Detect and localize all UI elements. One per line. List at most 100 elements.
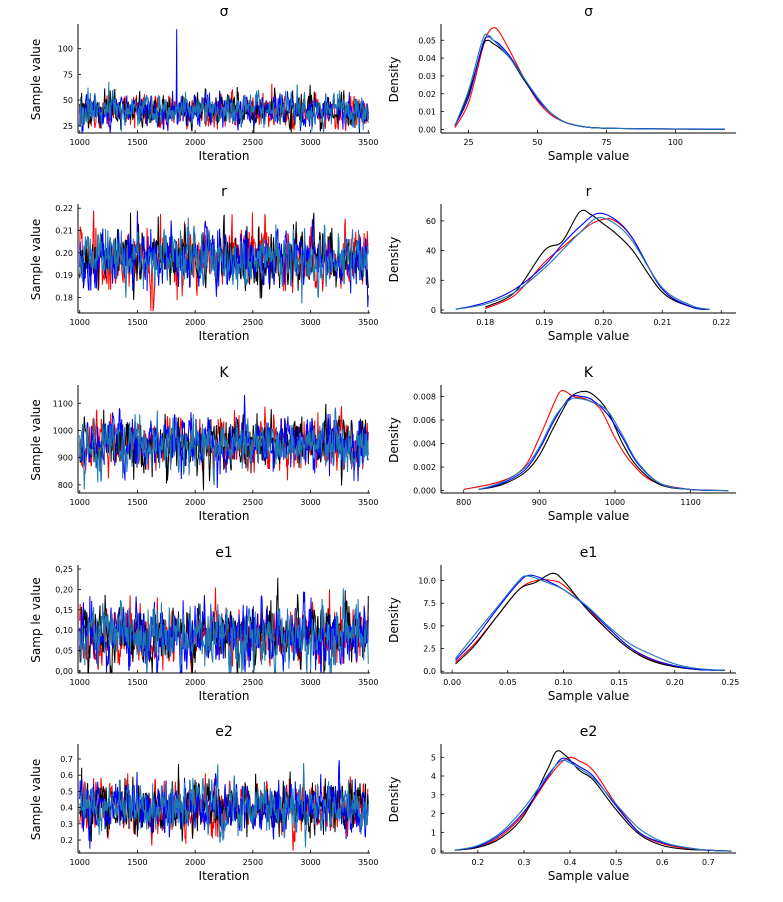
trace-K-title: K xyxy=(219,365,229,381)
trace-r-ytick-label: 0.22 xyxy=(55,204,73,213)
trace-K-ytick-label: 900 xyxy=(58,454,73,463)
trace-sigma-xtick-label: 3500 xyxy=(358,138,378,147)
density-r-xtick-label: 0.20 xyxy=(594,318,612,327)
trace-K-xtick-label: 3500 xyxy=(358,498,378,507)
density-r-xtick-label: 0.21 xyxy=(653,318,671,327)
trace-e2-series-3 xyxy=(79,762,369,848)
trace-r-xlabel: Iteration xyxy=(199,329,250,343)
density-r-xtick-label: 0.18 xyxy=(476,318,494,327)
trace-r-xtick-label: 2000 xyxy=(185,318,205,327)
density-e1-ytick-label: 7.5 xyxy=(423,599,436,608)
density-K-series-1 xyxy=(478,390,729,492)
trace-e2-ytick-label: 0.4 xyxy=(60,804,73,813)
density-e2-xtick-label: 0.5 xyxy=(610,858,623,867)
density-K-xtick-label: 1000 xyxy=(605,498,625,507)
density-r-xtick-label: 0.22 xyxy=(712,318,730,327)
density-K-ytick-label: 0.006 xyxy=(413,416,436,425)
density-r-series-3 xyxy=(455,217,710,310)
trace-e1-series-group xyxy=(79,577,369,673)
trace-r-ytick-label: 0.20 xyxy=(55,249,73,258)
trace-sigma-title: σ xyxy=(220,4,229,20)
trace-sigma-ytick-label: 100 xyxy=(58,45,73,54)
density-e1-xtick-label: 0.10 xyxy=(555,678,573,687)
trace-e1-xtick-label: 2500 xyxy=(243,678,263,687)
trace-e1-series-3 xyxy=(79,588,369,673)
density-e2-series-1 xyxy=(454,750,732,852)
trace-K-ylabel: Sample value xyxy=(29,399,43,481)
density-e2-xtick-label: 0.4 xyxy=(564,858,577,867)
trace-K-ytick-label: 1100 xyxy=(53,399,73,408)
density-sigma-xtick-label: 25 xyxy=(463,138,473,147)
density-K-ytick-label: 0.008 xyxy=(413,392,436,401)
trace-K-xtick-label: 2000 xyxy=(185,498,205,507)
trace-K-xtick-label: 1500 xyxy=(127,498,147,507)
trace-e2-xlabel: Iteration xyxy=(199,869,250,883)
density-e1-xtick-label: 0.05 xyxy=(499,678,517,687)
trace-e1-xtick-label: 2000 xyxy=(185,678,205,687)
density-r-ytick-label: 20 xyxy=(426,276,436,285)
trace-e2-xtick-label: 1000 xyxy=(70,858,90,867)
density-K-ytick-label: 0.004 xyxy=(413,440,436,449)
density-sigma-xtick-label: 100 xyxy=(668,138,683,147)
density-e1-ytick-label: 2.5 xyxy=(423,645,436,654)
density-r-series-1 xyxy=(485,209,710,310)
trace-e2-ylabel: Sample value xyxy=(29,759,43,841)
trace-e2-title: e2 xyxy=(215,724,233,740)
density-sigma-series-2 xyxy=(454,36,726,130)
density-e1-title: e1 xyxy=(580,545,598,561)
density-K-ytick-label: 0.000 xyxy=(413,487,436,496)
trace-r-ytick-label: 0.21 xyxy=(55,227,73,236)
density-e2-ytick-label: 0 xyxy=(431,847,436,856)
density-e2-ytick-label: 5 xyxy=(431,753,436,762)
trace-e1-xtick-label: 1500 xyxy=(127,678,147,687)
density-sigma-ylabel: Density xyxy=(387,57,401,103)
trace-sigma-xtick-label: 3000 xyxy=(300,138,320,147)
trace-r-xtick-label: 3500 xyxy=(358,318,378,327)
trace-e2-xtick-label: 1500 xyxy=(127,858,147,867)
trace-r-ytick-label: 0.18 xyxy=(55,293,73,302)
trace-K-panel: K 1000 1500 2000 2500 3000 3500 800 900 1000 1100 I… xyxy=(29,365,378,523)
density-r-ylabel: Density xyxy=(387,237,401,283)
trace-r-xtick-label: 1000 xyxy=(70,318,90,327)
trace-r-series-3 xyxy=(79,217,369,304)
density-e2-xlabel: Sample value xyxy=(548,869,630,883)
density-e2-title: e2 xyxy=(580,724,598,740)
trace-e2-series-group xyxy=(79,760,369,851)
trace-sigma-xtick-label: 1500 xyxy=(127,138,147,147)
density-e1-xtick-label: 0.00 xyxy=(443,678,461,687)
trace-e1-title: e1 xyxy=(215,545,233,561)
density-e2-xtick-label: 0.3 xyxy=(518,858,531,867)
trace-K-series-3 xyxy=(79,407,369,490)
trace-r-ylabel: Sample value xyxy=(29,219,43,301)
density-r-series-2 xyxy=(455,212,710,310)
trace-e1-ytick-label: 0,20 xyxy=(55,585,73,594)
density-e1-panel: e1 0.00 0.05 0.10 0.15 0.20 0.25 0.0 2.5 5.0 7.5 10… xyxy=(387,545,739,703)
trace-e1-ytick-label: 0,10 xyxy=(55,626,73,635)
density-sigma-xlabel: Sample value xyxy=(548,149,630,163)
density-e2-xtick-label: 0.7 xyxy=(702,858,715,867)
trace-r-title: r xyxy=(221,184,227,200)
trace-sigma-series-3 xyxy=(79,81,369,133)
trace-e2-xtick-label: 2500 xyxy=(243,858,263,867)
trace-sigma-ylabel: Sample value xyxy=(29,39,43,121)
density-K-series-3 xyxy=(478,397,729,492)
density-sigma-ytick-label: 0.00 xyxy=(418,125,436,134)
density-sigma-title: σ xyxy=(584,4,593,20)
trace-r-series-group xyxy=(79,210,369,312)
trace-r-ytick-label: 0.19 xyxy=(55,271,73,280)
density-sigma-ytick-label: 0.01 xyxy=(418,108,436,117)
density-r-ytick-label: 40 xyxy=(426,247,436,256)
density-e2-xtick-label: 0.6 xyxy=(656,858,669,867)
density-r-ytick-label: 60 xyxy=(426,217,436,226)
trace-sigma-panel: σ 1000 1500 2000 2500 3000 3500 25 50 75 100 Iterat… xyxy=(29,4,378,163)
trace-e2-ytick-label: 0.5 xyxy=(60,787,73,796)
density-e1-xtick-label: 0.15 xyxy=(610,678,628,687)
trace-sigma-ytick-label: 25 xyxy=(63,122,73,131)
density-K-ylabel: Density xyxy=(387,417,401,463)
density-sigma-ytick-label: 0.02 xyxy=(418,90,436,99)
density-e1-series-0 xyxy=(455,579,725,671)
density-e1-series-2 xyxy=(455,574,725,671)
trace-K-xtick-label: 1000 xyxy=(70,498,90,507)
density-e1-ytick-label: 0.0 xyxy=(423,667,436,676)
